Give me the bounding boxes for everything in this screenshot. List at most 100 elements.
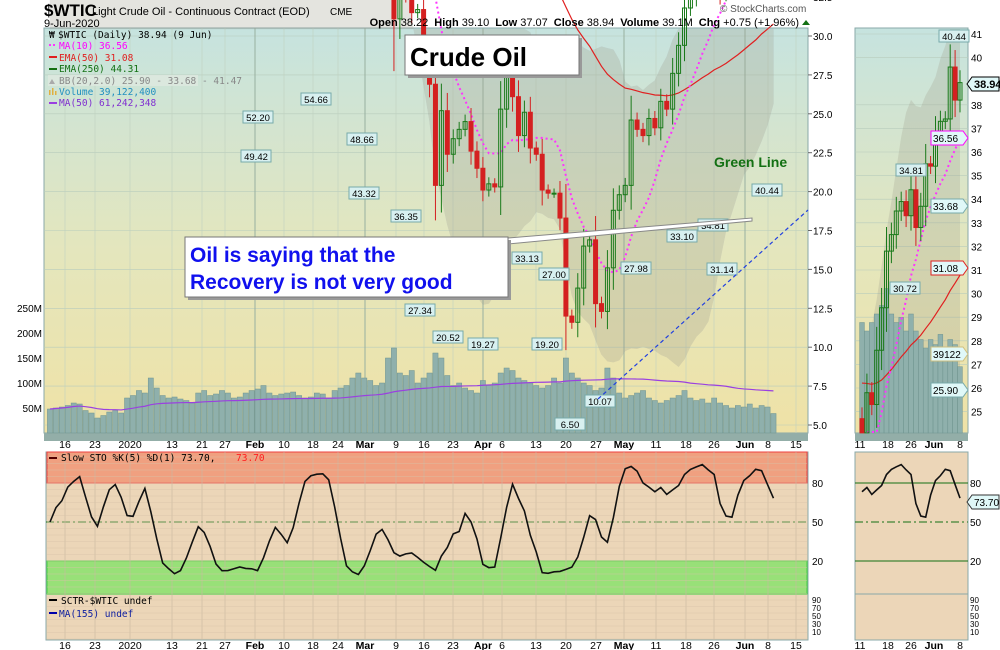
value-tag: 39122 bbox=[933, 350, 961, 361]
legend-ma10: MA(10) 36.56 bbox=[59, 41, 128, 52]
volume-bar bbox=[634, 392, 640, 434]
candle-down bbox=[593, 239, 599, 305]
price-label: 48.66 bbox=[350, 135, 374, 146]
volume-bar bbox=[213, 393, 219, 434]
volume-bar bbox=[272, 395, 279, 434]
candle-up bbox=[450, 138, 456, 155]
symbol: $WTIC bbox=[44, 1, 97, 20]
volume-bar bbox=[563, 357, 569, 434]
volume-bar bbox=[764, 406, 771, 434]
volume-axis-label: 100M bbox=[17, 379, 42, 390]
detail-axis-label: 41 bbox=[971, 30, 983, 41]
volume-bar bbox=[681, 390, 688, 434]
volume-bar bbox=[284, 392, 291, 434]
ohlc-summary: Open 38.22 High 39.10 Low 37.07 Close 38.94 Volu… bbox=[370, 17, 799, 29]
candle-up bbox=[486, 183, 492, 191]
volume-bar bbox=[450, 385, 457, 434]
volume-bar bbox=[420, 377, 427, 434]
candle-down bbox=[598, 303, 604, 312]
volume-bar bbox=[361, 377, 368, 434]
candle-up bbox=[670, 72, 676, 110]
volume-bar bbox=[207, 395, 213, 434]
date-axis-label: 27 bbox=[590, 439, 602, 451]
date-axis-label: 15 bbox=[790, 439, 802, 451]
ema50-line bbox=[561, 0, 774, 97]
volume-bar bbox=[314, 392, 320, 434]
detail-price-label-box bbox=[889, 281, 921, 295]
volume-bar bbox=[136, 390, 142, 434]
volume-bar bbox=[740, 406, 747, 434]
sto-date-axis-label: 27 bbox=[590, 640, 602, 650]
crude-oil-title-box: Crude Oil bbox=[404, 34, 582, 78]
value-tag-box bbox=[966, 76, 1000, 92]
date-axis-label: 9 bbox=[393, 439, 399, 451]
volume-bar bbox=[622, 397, 629, 434]
legend-sto-d: 73.70 bbox=[236, 453, 265, 464]
detail-sctr-axis-label: 50 bbox=[970, 612, 979, 621]
date-axis-label: 27 bbox=[219, 439, 231, 451]
detail-sctr-axis-label: 90 bbox=[970, 596, 979, 605]
volume-bar bbox=[367, 380, 374, 434]
value-tag: 38.94 bbox=[974, 79, 1000, 91]
volume-bar bbox=[130, 395, 136, 434]
legend-ema50: EMA(50) 31.08 bbox=[59, 53, 134, 64]
candle-down bbox=[409, 0, 415, 14]
candle-down bbox=[515, 96, 521, 137]
date-axis-label: Jun bbox=[736, 439, 755, 451]
price-axis-label: 22.5 bbox=[813, 149, 833, 160]
detail-candle-up bbox=[888, 234, 894, 252]
detail-volume-bar bbox=[869, 322, 875, 434]
volume-bar bbox=[201, 390, 208, 434]
sto-date-axis-label: Jun bbox=[736, 640, 755, 650]
value-tag-box bbox=[930, 198, 969, 214]
volume-bar bbox=[675, 395, 682, 434]
sto-date-axis-label: Feb bbox=[246, 640, 265, 650]
volume-bar bbox=[414, 382, 421, 434]
detail-sto-date-label: 18 bbox=[882, 640, 894, 650]
value-tag: 25.90 bbox=[933, 386, 958, 397]
volume-bar bbox=[266, 392, 273, 434]
price-label-box bbox=[538, 267, 570, 281]
price-axis-label: 32.5 bbox=[813, 0, 833, 4]
detail-axis-label: 40 bbox=[971, 54, 983, 65]
callout-line-2: Recovery is not very good bbox=[190, 271, 453, 294]
date-axis-label: Apr bbox=[474, 439, 492, 451]
volume-bar bbox=[402, 375, 409, 434]
date-axis-label: 26 bbox=[708, 439, 720, 451]
candle-down bbox=[664, 100, 670, 110]
candle-up bbox=[462, 121, 468, 130]
date-axis-label: May bbox=[614, 439, 635, 451]
volume-bar bbox=[331, 390, 338, 434]
detail-candle-up bbox=[864, 392, 870, 434]
legend-sto: Slow STO %K(5) %D(1) 73.70, bbox=[61, 453, 215, 464]
value-tag-box bbox=[930, 260, 969, 276]
title-box-text: Crude Oil bbox=[410, 42, 527, 72]
price-axis-label: 7.5 bbox=[813, 382, 827, 393]
sto-date-axis-label: 2020 bbox=[118, 640, 142, 650]
detail-sto-axis-label: 80 bbox=[970, 479, 982, 490]
detail-sto-axis-label: 50 bbox=[970, 518, 982, 529]
detail-volume-bar bbox=[898, 317, 904, 434]
date-axis-label: 16 bbox=[59, 439, 71, 451]
sto-date-axis-label: 18 bbox=[307, 640, 319, 650]
volume-bar bbox=[640, 390, 646, 434]
volume-bar bbox=[70, 402, 77, 434]
detail-axis-label: 35 bbox=[971, 172, 983, 183]
volume-bar bbox=[355, 372, 362, 434]
detail-price-label: 40.44 bbox=[942, 32, 966, 43]
volume-bar bbox=[260, 385, 267, 434]
volume-bar bbox=[646, 397, 652, 434]
detail-ma10-line bbox=[862, 138, 961, 433]
volume-bar bbox=[100, 415, 107, 434]
volume-bar bbox=[159, 395, 166, 434]
detail-candle-up bbox=[947, 66, 953, 120]
price-axis-label: 5.0 bbox=[813, 421, 827, 432]
price-label-box bbox=[467, 337, 499, 351]
price-label: 20.52 bbox=[436, 333, 460, 344]
sto-date-axis-label: Apr bbox=[474, 640, 492, 650]
volume-bar bbox=[521, 380, 528, 434]
volume-bar bbox=[462, 387, 468, 434]
candle-down bbox=[474, 150, 480, 169]
volume-bar bbox=[503, 367, 510, 434]
